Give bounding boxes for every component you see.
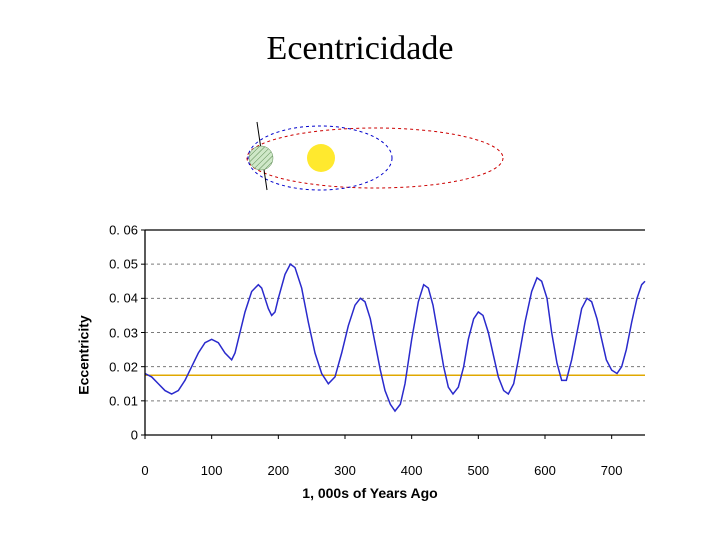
eccentricity-chart: Eccentricity 1, 000s of Years Ago 00. 01… bbox=[90, 225, 650, 485]
orbit-diagram bbox=[205, 110, 515, 210]
x-tick-label: 0 bbox=[141, 463, 148, 478]
orbit-svg bbox=[205, 110, 515, 210]
x-axis-label: 1, 000s of Years Ago bbox=[302, 485, 437, 501]
chart-svg bbox=[90, 225, 650, 465]
x-tick-label: 200 bbox=[267, 463, 289, 478]
x-tick-label: 100 bbox=[201, 463, 223, 478]
x-tick-label: 500 bbox=[467, 463, 489, 478]
page-title: Ecentricidade bbox=[0, 30, 720, 68]
y-tick-label: 0. 02 bbox=[100, 359, 138, 374]
y-tick-label: 0. 01 bbox=[100, 393, 138, 408]
x-tick-label: 600 bbox=[534, 463, 556, 478]
x-tick-label: 400 bbox=[401, 463, 423, 478]
y-axis-label: Eccentricity bbox=[76, 315, 92, 394]
x-tick-label: 300 bbox=[334, 463, 356, 478]
y-tick-label: 0. 03 bbox=[100, 325, 138, 340]
y-tick-label: 0. 05 bbox=[100, 257, 138, 272]
y-tick-label: 0 bbox=[100, 428, 138, 443]
x-tick-label: 700 bbox=[601, 463, 623, 478]
y-tick-label: 0. 04 bbox=[100, 291, 138, 306]
y-tick-label: 0. 06 bbox=[100, 223, 138, 238]
